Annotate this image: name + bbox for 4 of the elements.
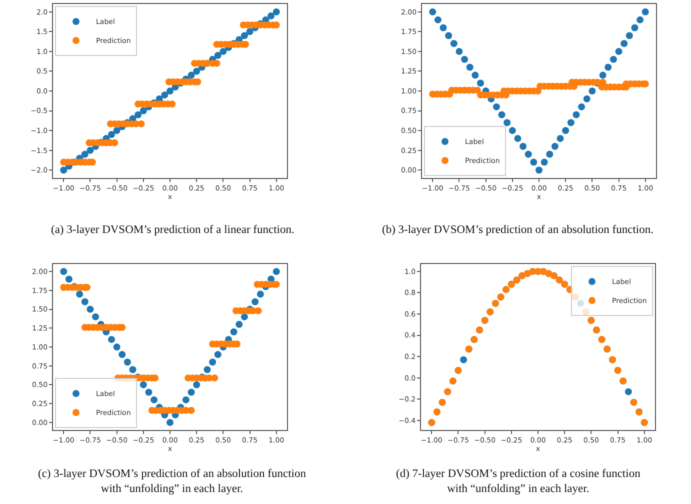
text: (a) 3-layer DVSOM’s prediction of a linear function. xyxy=(51,224,294,236)
text: (b) 3-layer DVSOM’s prediction of an absolution function. xyxy=(382,224,654,236)
text: (d) 7-layer DVSOM’s prediction of a cosine function with “unfolding” in each layer. xyxy=(396,468,641,495)
text: (c) 3-layer DVSOM’s prediction of an absolution function with “unfolding” in each layer. xyxy=(38,468,306,495)
